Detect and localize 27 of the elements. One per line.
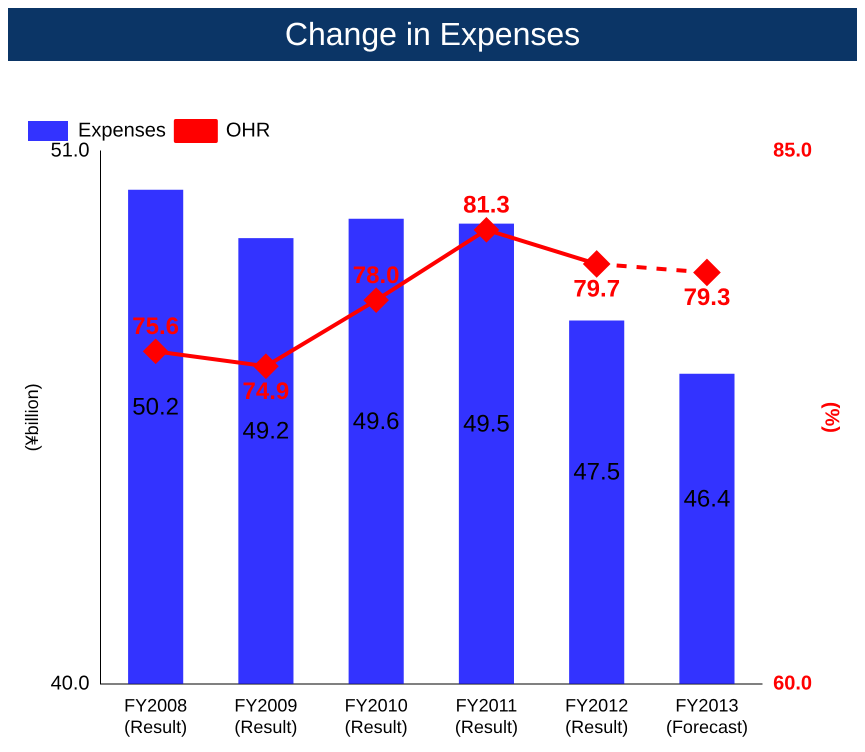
x-tick-label: FY2013 (Forecast) bbox=[666, 696, 748, 738]
data-label: 75.6 bbox=[132, 312, 180, 340]
legend-label: OHR bbox=[226, 120, 270, 142]
y2-tick-label: 85.0 bbox=[773, 140, 812, 162]
x-tick-label: FY2009 (Result) bbox=[234, 696, 298, 738]
data-label: 74.9 bbox=[242, 378, 290, 405]
data-label: 81.3 bbox=[463, 191, 510, 218]
data-label: 49.5 bbox=[463, 410, 510, 438]
data-label: 79.3 bbox=[684, 284, 730, 312]
data-label: 47.5 bbox=[573, 458, 620, 486]
data-label: 49.6 bbox=[352, 408, 400, 435]
y-tick-label: 51.0 bbox=[50, 140, 90, 162]
x-tick-label: FY2010 (Result) bbox=[344, 696, 408, 738]
chart-title: Change in Expenses bbox=[8, 8, 857, 61]
x-tick-label: FY2012 (Result) bbox=[565, 696, 628, 738]
data-label: 49.2 bbox=[242, 418, 290, 445]
y-axis-title: (¥billion) bbox=[22, 383, 42, 452]
x-tick-label: FY2008 (Result) bbox=[124, 696, 188, 738]
data-label: 79.7 bbox=[573, 276, 620, 303]
x-tick-label: FY2011 (Result) bbox=[454, 696, 518, 738]
data-label: 46.4 bbox=[684, 485, 730, 512]
data-label: 78.0 bbox=[352, 262, 400, 289]
data-label: 50.2 bbox=[132, 393, 180, 420]
y2-axis-title: (%) bbox=[820, 402, 842, 433]
legend-label: Expenses bbox=[78, 120, 166, 142]
y2-tick-label: 60.0 bbox=[773, 672, 812, 694]
y-tick-label: 40.0 bbox=[50, 672, 90, 694]
